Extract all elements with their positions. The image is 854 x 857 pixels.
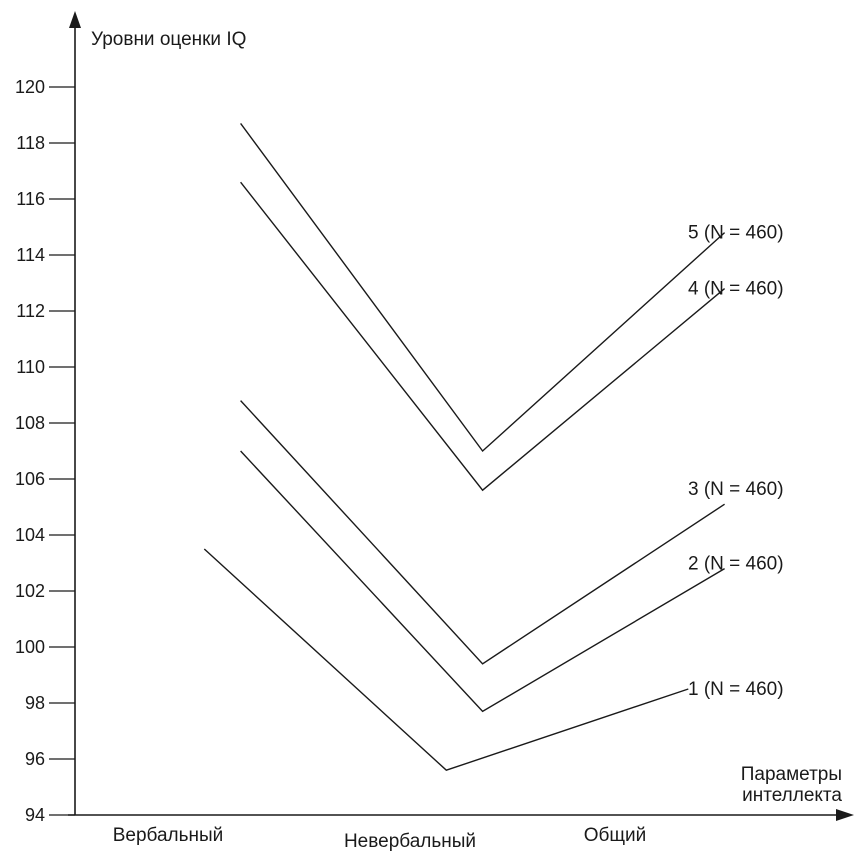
series-lines <box>203 122 726 771</box>
series-label: 5 (N = 460) <box>688 223 784 244</box>
y-tick-label: 114 <box>16 245 45 265</box>
y-tick-label: 108 <box>15 413 45 433</box>
y-tick-label: 96 <box>25 749 45 769</box>
y-tick-label: 100 <box>15 637 45 657</box>
x-category-label: Невербальный <box>344 831 476 852</box>
series-line <box>240 181 726 492</box>
series-line <box>240 400 725 665</box>
x-axis-arrow-icon <box>836 809 854 821</box>
series-line <box>203 548 689 771</box>
y-tick-label: 106 <box>15 469 45 489</box>
y-tick-label: 118 <box>16 133 45 153</box>
y-tick-label: 110 <box>16 357 45 377</box>
y-axis-arrow-icon <box>69 11 81 28</box>
y-ticks: 94 96 98 100 102 104 106 108 110 112 114 116 118 120 <box>15 77 75 825</box>
series-label: 1 (N = 460) <box>688 679 784 700</box>
series-label: 2 (N = 460) <box>688 554 784 575</box>
x-category-label: Вербальный <box>113 825 224 846</box>
x-axis-title-line-1: Параметры <box>741 764 842 785</box>
y-axis-title: Уровни оценки IQ <box>91 29 246 50</box>
y-tick-label: 104 <box>15 525 45 545</box>
y-tick-label: 120 <box>15 77 45 97</box>
y-tick-label: 112 <box>16 301 45 321</box>
series-label: 3 (N = 460) <box>688 479 784 500</box>
series-label: 4 (N = 460) <box>688 279 784 300</box>
y-tick-label: 102 <box>15 581 45 601</box>
x-categories: Вербальный Невербальный Общий <box>113 825 647 852</box>
y-tick-label: 94 <box>25 805 45 825</box>
y-tick-label: 98 <box>25 693 45 713</box>
x-category-label: Общий <box>584 825 647 846</box>
series-line <box>240 122 726 453</box>
y-tick-label: 116 <box>16 189 45 209</box>
x-axis-title-line-2: интеллекта <box>742 785 842 806</box>
series-labels: 1 (N = 460) 2 (N = 460) 3 (N = 460) 4 (N = … <box>688 223 784 700</box>
series-line <box>240 450 725 713</box>
